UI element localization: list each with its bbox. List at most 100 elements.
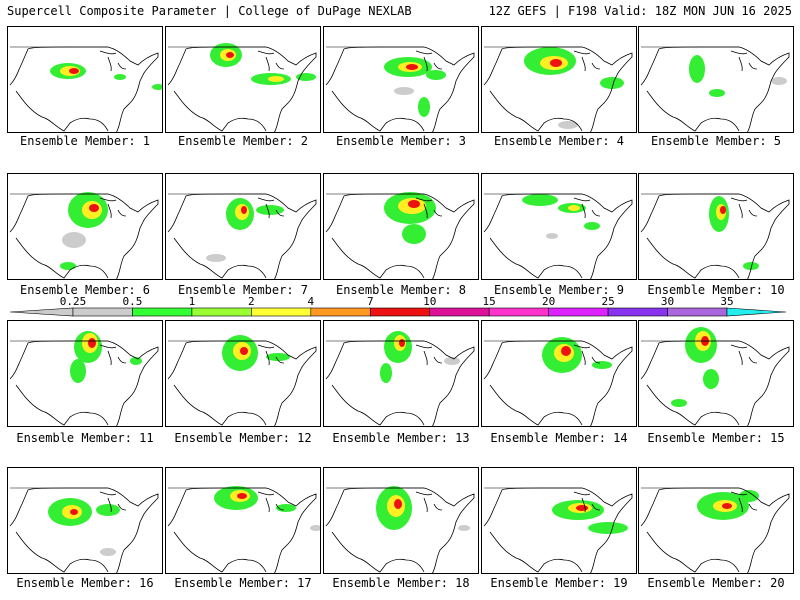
map-18	[325, 486, 475, 573]
scp-contour	[60, 262, 76, 270]
colorbar-segment	[607, 307, 668, 317]
colorbar-tick-label: 15	[482, 295, 496, 308]
scp-contour	[100, 548, 116, 556]
colorbar-tick-label: 20	[542, 295, 556, 308]
scp-contour	[70, 359, 86, 383]
colorbar-segment	[310, 307, 371, 317]
scp-contour	[206, 254, 226, 262]
map-19	[483, 487, 633, 573]
colorbar-tick-label: 7	[366, 295, 374, 308]
map-panel-member-8	[323, 173, 479, 280]
colorbar-tick-label: 35	[720, 295, 734, 308]
colorbar-segment	[488, 307, 549, 317]
scp-contour	[394, 499, 402, 509]
colorbar-low-arrow	[9, 307, 74, 317]
member-caption: Ensemble Member: 11	[16, 431, 154, 445]
scp-contour	[722, 503, 732, 509]
scp-contour	[568, 205, 580, 211]
scp-contour	[720, 206, 726, 214]
member-caption: Ensemble Member: 8	[335, 283, 467, 297]
map-panel-member-2	[165, 26, 321, 133]
map-17	[167, 486, 320, 573]
scp-contour	[703, 369, 719, 389]
scp-contour	[561, 346, 571, 356]
member-caption: Ensemble Member: 15	[647, 431, 785, 445]
coastline-border	[99, 50, 127, 72]
coastline-border	[573, 50, 601, 72]
scp-contour	[689, 55, 705, 83]
scp-contour	[576, 505, 588, 511]
map-11	[9, 331, 159, 426]
scp-contour	[256, 205, 284, 215]
coastline-border	[730, 491, 758, 513]
coastline-border	[167, 340, 317, 426]
map-panel-member-6	[7, 173, 163, 280]
colorbar	[9, 307, 787, 317]
scp-contour	[444, 357, 460, 365]
scp-contour	[739, 490, 759, 502]
coastline-border	[9, 487, 159, 573]
coastline-border	[415, 197, 443, 219]
scp-contour	[558, 121, 578, 129]
coastline-border	[9, 340, 159, 426]
map-panel-member-17	[165, 467, 321, 574]
coastline-border	[9, 193, 159, 279]
scp-contour	[380, 363, 392, 383]
map-12	[167, 335, 317, 426]
coastline-border	[167, 193, 317, 279]
map-panel-member-18	[323, 467, 479, 574]
map-title: Supercell Composite Parameter | College …	[7, 4, 412, 18]
colorbar-tick-label: 10	[423, 295, 437, 308]
map-panel-member-9	[481, 173, 637, 280]
scp-contour	[268, 76, 284, 82]
scp-contour	[394, 87, 414, 95]
map-16	[9, 487, 159, 573]
coastline-border	[730, 197, 758, 219]
scp-contour	[69, 68, 79, 74]
coastline-border	[325, 46, 475, 132]
map-6	[9, 192, 159, 279]
coastline-border	[573, 197, 601, 219]
member-caption: Ensemble Member: 2	[177, 134, 309, 148]
scp-contour	[62, 232, 86, 248]
scp-contour	[240, 347, 248, 355]
map-panel-member-15	[638, 320, 794, 427]
scp-contour	[89, 204, 99, 212]
scp-contour	[114, 74, 126, 80]
colorbar-tick-label: 0.5	[122, 295, 143, 308]
map-panel-member-1	[7, 26, 163, 133]
map-10	[640, 193, 790, 279]
colorbar-tick-label: 25	[601, 295, 615, 308]
coastline-border	[99, 491, 127, 513]
colorbar-tick-label: 1	[188, 295, 196, 308]
colorbar-segment	[667, 307, 728, 317]
map-panel-member-13	[323, 320, 479, 427]
scp-contour	[588, 522, 628, 534]
scp-contour	[584, 222, 600, 230]
colorbar-tick-label: 0.25	[59, 295, 87, 308]
map-2	[167, 43, 317, 132]
map-panel-member-7	[165, 173, 321, 280]
member-caption: Ensemble Member: 6	[19, 283, 151, 297]
map-5	[640, 46, 790, 132]
scp-contour	[771, 77, 787, 85]
map-14	[483, 337, 633, 426]
map-panel-member-5	[638, 26, 794, 133]
scp-contour	[276, 504, 296, 512]
colorbar-tick-label: 2	[248, 295, 255, 308]
coastline-border	[573, 344, 601, 366]
colorbar-segment	[132, 307, 193, 317]
scp-contour	[399, 339, 405, 347]
map-20	[640, 487, 790, 573]
coastline-border	[640, 340, 790, 426]
scp-contour	[241, 206, 247, 214]
member-caption: Ensemble Member: 5	[650, 134, 782, 148]
colorbar-segment	[72, 307, 133, 317]
colorbar-segment	[191, 307, 252, 317]
run-valid-time: 12Z GEFS | F198 Valid: 18Z MON JUN 16 20…	[488, 4, 792, 18]
scp-contour	[600, 77, 624, 89]
scp-contour	[592, 361, 612, 369]
scp-contour	[522, 194, 558, 206]
map-panel-member-3	[323, 26, 479, 133]
coastline-border	[325, 487, 475, 573]
